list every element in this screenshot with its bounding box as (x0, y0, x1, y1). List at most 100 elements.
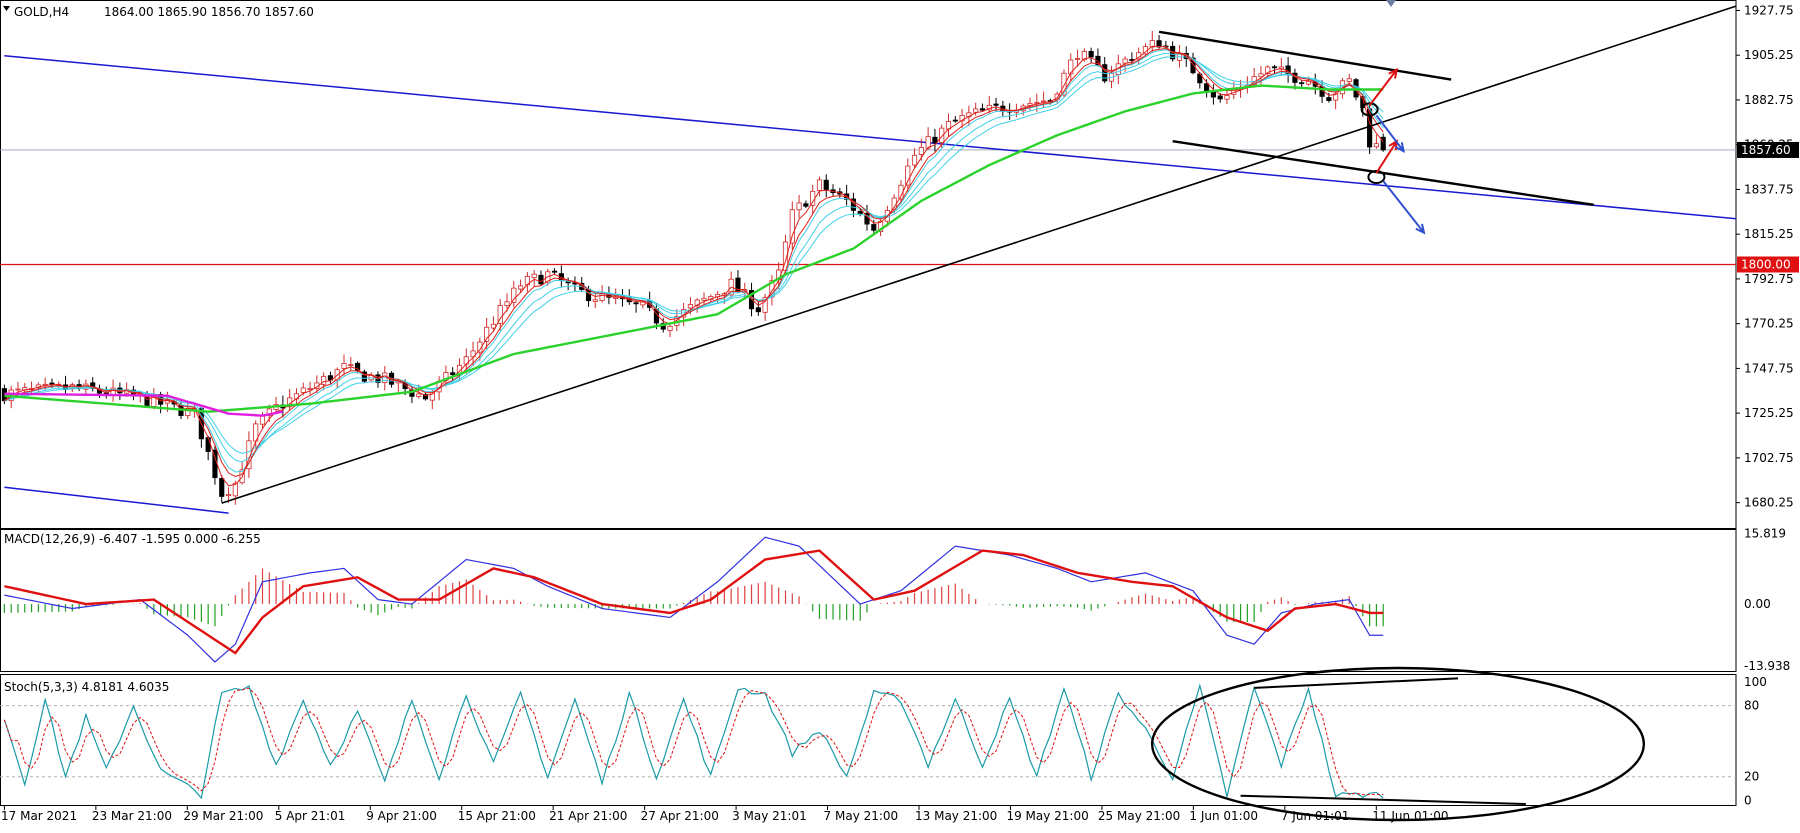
price-candle (1088, 47, 1094, 63)
price-candle (592, 293, 598, 309)
price-candle (789, 201, 795, 250)
candle-body (613, 296, 619, 299)
price-candle (327, 371, 333, 384)
candle-body (592, 299, 598, 302)
time-tick-label: 7 May 21:00 (824, 809, 899, 823)
down-arrow (1375, 114, 1405, 153)
candle-body (918, 147, 924, 155)
price-candle (979, 103, 986, 112)
macd-panel-frame (0, 529, 1737, 672)
price-candle (830, 184, 836, 197)
falling-channel-upper-line (1158, 30, 1452, 81)
stoch-tick-label: 80 (1744, 699, 1759, 713)
price-candle (728, 271, 734, 300)
price-candle (76, 379, 82, 392)
price-candle (538, 270, 544, 286)
candle-body (300, 387, 306, 393)
arrow-head (1388, 67, 1399, 79)
candle-body (1258, 73, 1264, 78)
candle-body (816, 179, 823, 191)
candle-body (857, 210, 863, 215)
candle-body (565, 281, 571, 284)
time-tick-label: 3 May 21:01 (732, 809, 807, 823)
scroll-marker-icon[interactable] (1386, 0, 1396, 7)
candle-body (1061, 72, 1067, 96)
price-tick-label: 1770.25 (1744, 317, 1794, 331)
price-candle (945, 113, 952, 137)
price-candle (484, 318, 490, 350)
price-candle (816, 176, 823, 197)
arrow-shaft (1368, 69, 1398, 107)
price-candle (1224, 89, 1230, 105)
price-candle (307, 381, 313, 395)
price-candle (205, 435, 211, 461)
uptrend-line (221, 5, 1737, 504)
price-candle (871, 219, 877, 233)
price-candle (1271, 64, 1278, 74)
candle-body (49, 382, 55, 385)
candle-body (911, 154, 918, 166)
level-price-tag (1737, 256, 1799, 273)
arrow-shaft (1375, 140, 1398, 174)
level-price-tag-label: 1800.00 (1741, 258, 1791, 272)
candle-body (511, 287, 517, 303)
candle-body (1265, 66, 1271, 74)
price-tick-label: 1927.75 (1744, 3, 1794, 17)
candle-body (762, 297, 768, 313)
stoch-tick-label: 100 (1744, 675, 1767, 689)
candle-body (701, 297, 707, 301)
macd-label: MACD(12,26,9) -6.407 -1.595 0.000 -6.255 (4, 532, 261, 546)
price-candle (796, 195, 802, 218)
current-price-tag (1737, 141, 1799, 158)
candle-body (551, 270, 558, 273)
candle-body (687, 304, 693, 309)
candle-body (1088, 51, 1094, 58)
price-candle (1326, 92, 1332, 103)
price-tick-label: 1905.25 (1744, 48, 1794, 62)
price-candle (511, 281, 517, 308)
symbol-timeframe-label: GOLD,H4 (14, 5, 69, 19)
candle-body (538, 274, 544, 285)
time-tick-label: 11 Jun 01:00 (1372, 809, 1448, 823)
price-candle (1265, 65, 1271, 78)
arrow-head (1395, 142, 1405, 153)
candle-body (205, 437, 211, 452)
candle-body (1217, 95, 1223, 100)
price-candle (803, 200, 809, 209)
candle-body (905, 165, 911, 186)
price-candle (1027, 97, 1033, 112)
candle-body (327, 375, 333, 381)
price-candle (1074, 49, 1081, 67)
time-tick-label: 19 May 21:00 (1006, 809, 1088, 823)
candle-body (959, 114, 965, 122)
candle-body (979, 108, 986, 111)
blue-channel-upper-line (4, 54, 1737, 220)
candle-body (1122, 58, 1128, 64)
candle-body (932, 136, 938, 144)
price-tick-label: 1837.75 (1744, 182, 1794, 196)
candle-body (1346, 78, 1352, 82)
stoch-signal-line (3, 687, 1384, 796)
price-tick-label: 1747.75 (1744, 361, 1794, 375)
price-candle (633, 300, 639, 313)
down-arrow (1382, 180, 1426, 235)
ema-cyan-line-3 (4, 56, 1384, 455)
breakout-circle-marker (1367, 170, 1386, 184)
price-tick-label: 1815.25 (1744, 227, 1794, 241)
candle-body (531, 273, 537, 278)
price-candle (755, 299, 761, 316)
arrow-shaft (1375, 114, 1405, 152)
price-candle (1081, 48, 1087, 62)
candle-body (810, 190, 816, 206)
candle-body (1380, 136, 1386, 151)
price-candle (1197, 71, 1203, 89)
price-candle (497, 298, 503, 331)
price-candle (341, 354, 347, 376)
price-candle (1373, 134, 1379, 149)
ema-red-line-1 (4, 45, 1384, 487)
panel-collapse-triangle-icon[interactable] (3, 6, 10, 11)
price-candle (667, 324, 673, 338)
candle-body (361, 371, 367, 382)
price-candle (1285, 57, 1291, 83)
